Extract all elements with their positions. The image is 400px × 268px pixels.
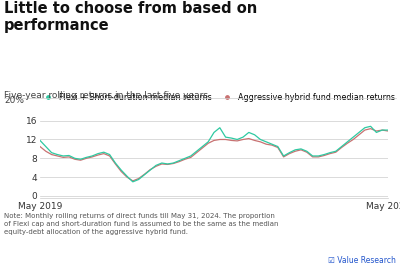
Text: Five-year rolling returns in the last five years: Five-year rolling returns in the last fi… [4, 91, 208, 100]
Text: ☑ Value Research: ☑ Value Research [328, 256, 396, 265]
Text: 20%: 20% [4, 96, 24, 105]
Legend: Flexi + Short-duration median returns, Aggressive hybrid fund median returns: Flexi + Short-duration median returns, A… [40, 93, 395, 102]
Text: Note: Monthly rolling returns of direct funds till May 31, 2024. The proportion
: Note: Monthly rolling returns of direct … [4, 213, 278, 235]
Text: Little to choose from based on
performance: Little to choose from based on performan… [4, 1, 257, 33]
